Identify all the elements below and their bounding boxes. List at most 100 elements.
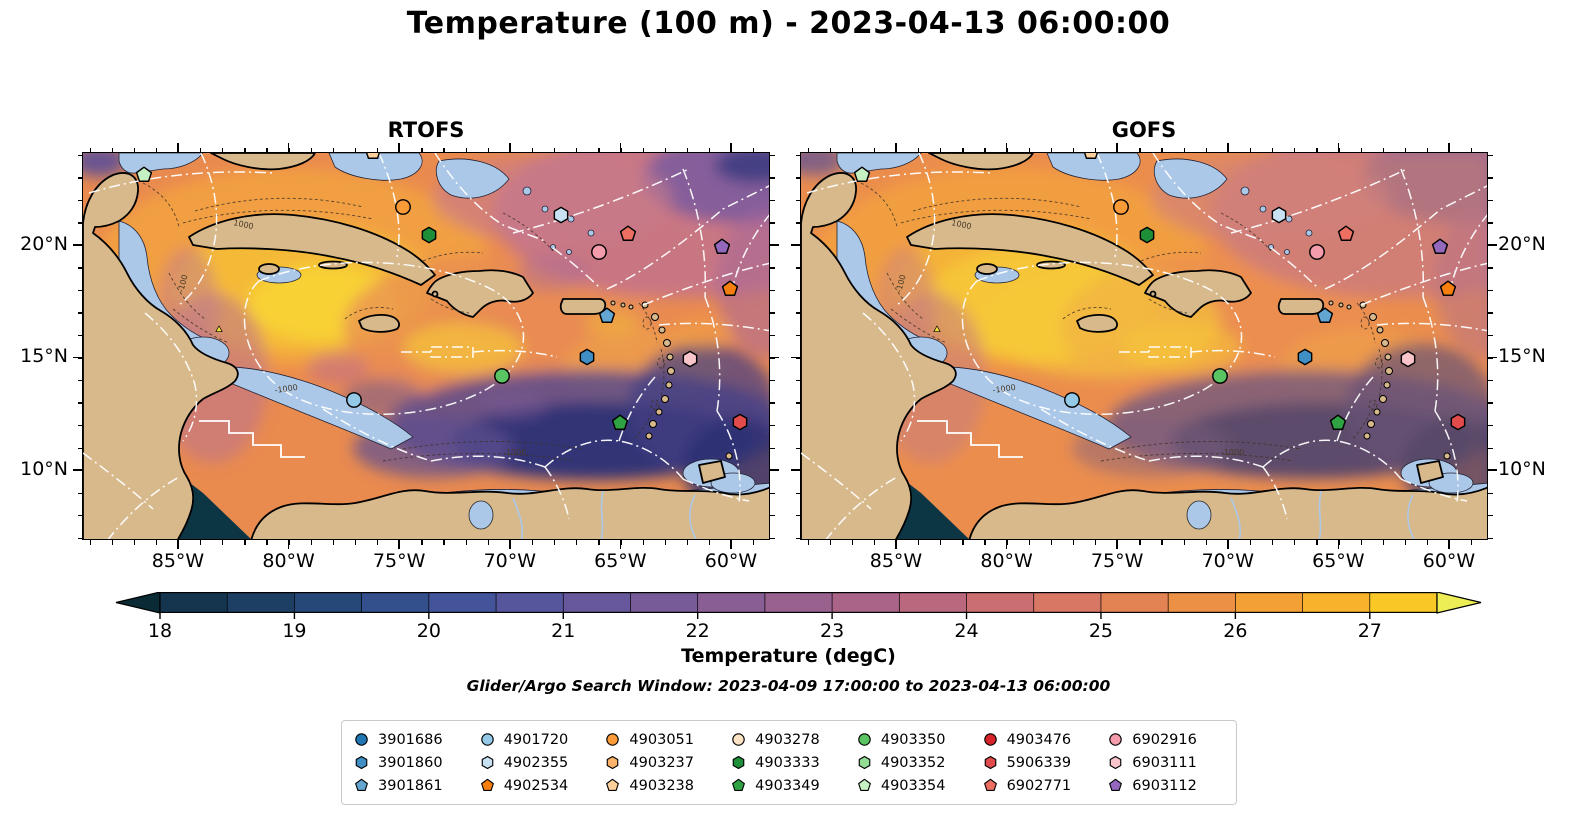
axis-tick [244, 540, 246, 545]
legend-column: 4903278 4903333 4903349 [731, 728, 847, 797]
legend-platform-id: 4903238 [629, 777, 694, 794]
float-marker-6902916 [590, 243, 609, 262]
axis-tick [111, 540, 113, 545]
legend-entry-6902916: 6902916 [1108, 728, 1224, 751]
float-marker-6903112 [1431, 238, 1450, 257]
axis-tick [770, 154, 775, 157]
float-marker-3901861 [1316, 307, 1335, 326]
axis-tick [1488, 402, 1493, 404]
axis-tick [1006, 540, 1008, 545]
colorbar-tick-label: 24 [954, 620, 979, 642]
axis-tick [770, 356, 779, 359]
circle-marker-icon [605, 732, 620, 747]
legend-platform-id: 4902355 [503, 754, 569, 771]
circle-marker-icon [480, 732, 495, 747]
axis-tick [829, 540, 831, 545]
y-tick-label: 20°N [20, 232, 68, 255]
axis-tick [487, 540, 489, 545]
axis-tick [1005, 540, 1008, 549]
axis-tick [1382, 540, 1384, 545]
axis-tick [686, 540, 688, 545]
axis-tick [1488, 469, 1497, 471]
float-marker-4903333 [420, 225, 439, 244]
axis-tick [895, 143, 897, 152]
axis-tick [1426, 540, 1429, 545]
legend-platform-id: 6902771 [1006, 777, 1072, 794]
float-marker-5906339 [1449, 412, 1468, 431]
legend-entry-3901860: 3901860 [354, 751, 470, 774]
axis-tick [664, 540, 666, 545]
axis-tick [554, 540, 556, 545]
legend-platform-id: 4903051 [629, 731, 694, 748]
hexagon-marker-icon [1108, 755, 1123, 770]
legend-entry-4903238: 4903238 [605, 774, 721, 797]
axis-tick [619, 540, 622, 549]
legend-platform-id: 4903354 [880, 777, 946, 794]
legend-entry-5906339: 5906339 [983, 751, 1099, 774]
contour-label: -1000 [992, 383, 1016, 395]
axis-tick [1488, 356, 1497, 359]
axis-tick [962, 540, 964, 545]
axis-tick [287, 143, 290, 152]
float-marker-4903349 [1329, 413, 1348, 432]
axis-tick [266, 540, 268, 545]
colorbar: 18 19 20 21 22 23 24 25 26 27 [115, 591, 1482, 642]
axis-tick [200, 540, 202, 545]
hexagon-marker-icon [983, 755, 998, 770]
axis-tick [1116, 540, 1119, 549]
y-tick-label: 20°N [1498, 232, 1546, 255]
axis-tick [1488, 312, 1493, 314]
legend-entry-4903350: 4903350 [857, 728, 973, 751]
circle-marker-icon [354, 732, 369, 747]
axis-tick [288, 540, 290, 545]
axis-tick [791, 244, 800, 246]
circle-marker-icon [1108, 732, 1123, 747]
axis-tick [770, 470, 775, 472]
axis-tick [73, 356, 82, 359]
axis-tick [1316, 540, 1318, 545]
axis-tick [1183, 540, 1185, 545]
axis-tick [770, 244, 775, 247]
axis-tick [770, 334, 775, 337]
pentagon-marker-icon [1108, 778, 1123, 793]
float-marker-3901860 [577, 347, 596, 366]
float-marker-6903111 [681, 349, 700, 368]
axis-tick [770, 199, 775, 202]
axis-tick [1488, 289, 1493, 292]
axis-tick [770, 177, 775, 179]
float-marker-4902355 [551, 205, 570, 224]
axis-tick [730, 143, 732, 152]
colorbar-tick-label: 21 [551, 620, 576, 642]
axis-tick [531, 540, 534, 545]
float-marker-4903333 [1138, 225, 1157, 244]
colorbar-tick-label: 26 [1223, 620, 1248, 642]
axis-tick [222, 540, 224, 545]
colorbar-tick-label: 25 [1088, 620, 1114, 642]
circle-marker-icon [983, 732, 998, 747]
colorbar-tick-label: 19 [282, 620, 307, 642]
legend-entry-4903278: 4903278 [731, 728, 847, 751]
axis-tick [398, 540, 401, 549]
axis-tick [1338, 540, 1340, 545]
axis-tick [873, 540, 876, 545]
x-tick-label: 70°W [1201, 550, 1255, 572]
float-marker-3901860 [1295, 347, 1314, 366]
pentagon-marker-icon [983, 778, 998, 793]
circle-marker-icon [731, 732, 746, 747]
axis-tick [1272, 540, 1274, 545]
axis-tick [770, 267, 775, 269]
axis-tick [421, 540, 423, 545]
axis-tick [770, 357, 775, 359]
x-tick-label: 65°W [594, 550, 647, 572]
x-tick-label: 75°W [372, 550, 426, 572]
axis-tick [1072, 540, 1075, 545]
hexagon-marker-icon [354, 755, 369, 770]
glider-marker [214, 325, 223, 334]
circle-marker-icon [857, 732, 872, 747]
float-marker-6902771 [619, 224, 638, 243]
contour-label: -1000 [1221, 448, 1244, 457]
axis-tick [896, 540, 898, 545]
figure-title: Temperature (100 m) - 2023-04-13 06:00:0… [406, 6, 1171, 41]
legend-column: 6902916 6903111 6903112 [1108, 728, 1224, 797]
axis-tick [851, 540, 853, 545]
